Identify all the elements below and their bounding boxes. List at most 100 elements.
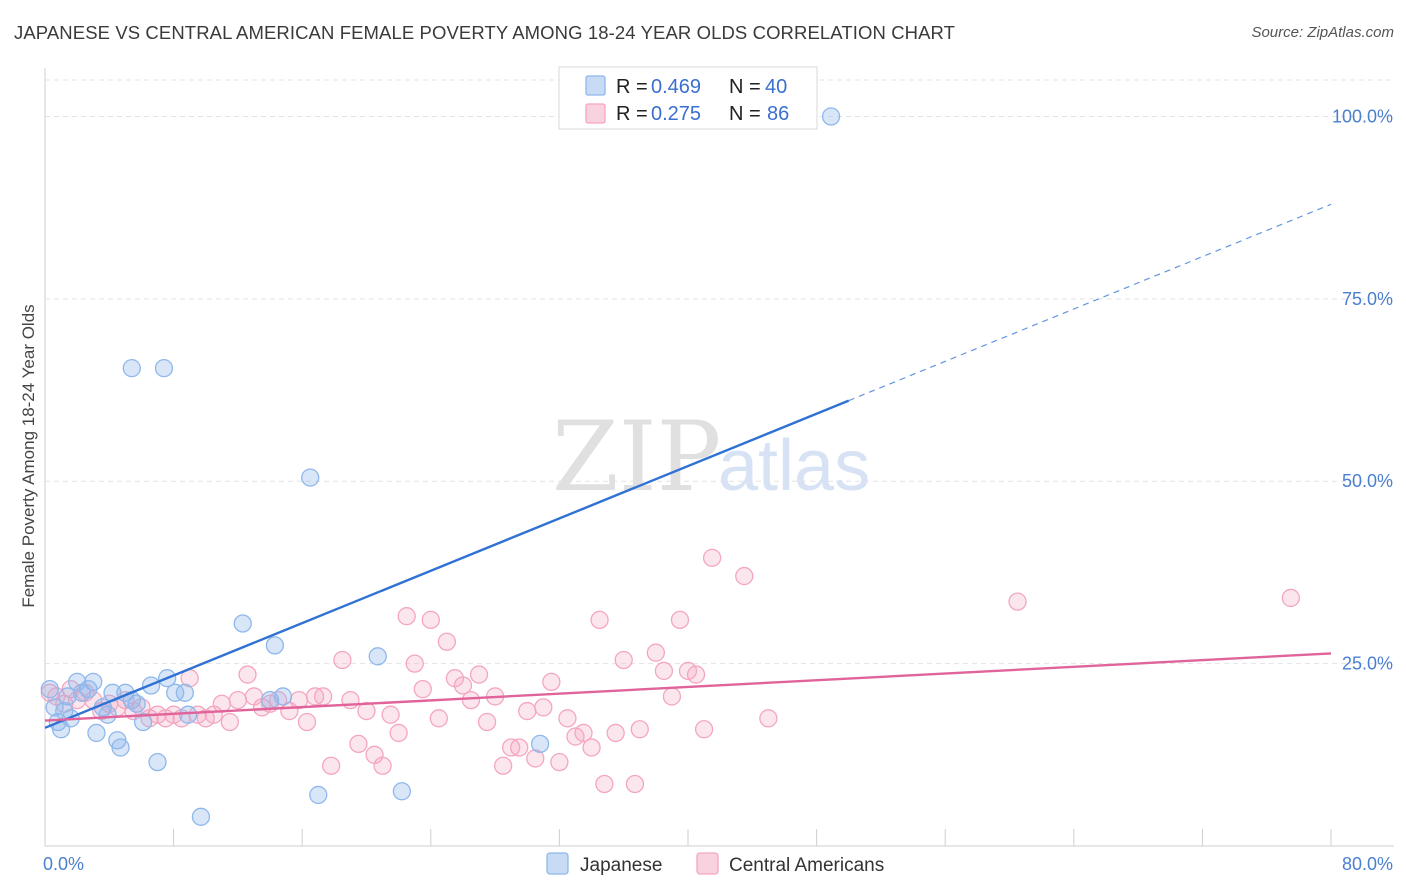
japanese-point [821,107,841,126]
axes [44,68,1394,847]
central-americans-point [405,654,424,673]
gridlines [45,79,1394,665]
central-americans-point [686,665,706,684]
central-americans-point [526,749,545,768]
legend-r-label-central-americans: R = [616,103,648,125]
central-americans-point [542,672,561,692]
japanese-point [392,782,412,801]
central-americans-point [759,709,778,728]
watermark-zip: ZIP [552,401,721,513]
x-tick-labels: 0.0% 80.0% [43,854,1393,874]
central-americans-point [670,610,690,629]
watermark-atlas: atlas [718,426,870,506]
central-americans-point [646,643,665,662]
y-tick-label: 50.0% [1342,471,1393,491]
japanese-point [122,359,141,378]
y-tick-label: 25.0% [1342,654,1393,674]
legend: R = 0.469 N = 40 R = 0.275 N = 86 [558,66,818,130]
japanese-point [58,687,77,706]
x-tick-label: 80.0% [1342,854,1393,874]
central-americans-point [397,607,416,626]
central-americans-point [333,650,352,670]
japanese-point [68,672,87,692]
central-americans-point [212,694,231,713]
japanese-point [133,712,153,732]
japanese-point [45,698,64,717]
x-tick-label: 0.0% [43,854,84,874]
japanese-point [111,738,130,757]
central-americans-point [662,687,682,706]
japanese-point [175,683,195,702]
central-americans-point [429,709,448,728]
japanese-trend-extension [848,203,1332,402]
legend-swatch-japanese [585,75,606,96]
y-tick-label: 75.0% [1342,289,1393,309]
japanese-point [233,614,252,633]
central-americans-point [389,723,408,743]
japanese-point [84,672,103,692]
central-americans-point [477,712,497,732]
central-americans-point [373,756,392,775]
y-tick-label: 100.0% [1332,106,1393,126]
japanese-point [368,647,387,666]
central-americans-point [421,610,440,629]
legend-n-value-central-americans: 86 [767,103,789,125]
legend-r-value-japanese: 0.469 [651,76,701,98]
central-americans-point [238,665,257,684]
legend-n-value-japanese: 40 [765,76,787,98]
bottom-legend: Japanese Central Americans [546,852,884,876]
central-americans-point [606,723,625,743]
central-americans-point [510,738,529,757]
central-americans-point [461,690,481,710]
legend-swatch-central-americans [585,103,606,124]
japanese-point [178,705,198,724]
central-americans-point [381,705,400,724]
central-americans-point [1281,588,1300,608]
bottom-legend-swatch-central-americans [696,852,719,875]
central-americans-point [694,720,714,739]
y-tick-labels: 25.0% 50.0% 75.0% 100.0% [1332,106,1393,673]
chart-title: JAPANESE VS CENTRAL AMERICAN FEMALE POVE… [14,22,956,43]
y-axis-label: Female Poverty Among 18-24 Year Olds [19,304,38,607]
japanese-point [301,468,320,487]
central-americans-point [614,650,633,670]
japanese-point [87,723,106,743]
central-americans-point [582,738,601,757]
central-americans-point [413,680,432,699]
central-americans-point [534,698,553,717]
central-americans-point [518,701,537,721]
japanese-point [154,359,174,378]
watermark: ZIP atlas [552,401,870,513]
central-americans-point [625,774,645,794]
central-americans-trend-line [44,652,1332,722]
japanese-point [530,734,550,754]
central-americans-point [702,548,722,567]
central-americans-point [349,734,368,754]
bottom-legend-label-japanese: Japanese [580,855,662,876]
bottom-legend-label-central-americans: Central Americans [729,855,884,876]
central-americans-point [630,720,649,739]
legend-r-value-central-americans: 0.275 [651,103,701,125]
japanese-point [309,785,328,805]
central-americans-point [321,756,341,775]
legend-n-label-central-americans: N = [729,103,761,125]
source-label: Source: ZipAtlas.com [1251,24,1394,41]
bottom-legend-swatch-japanese [546,852,569,875]
central-americans-point [220,712,240,732]
central-americans-point [595,774,614,794]
central-americans-points [40,548,1300,794]
japanese-point [40,680,59,699]
central-americans-point [550,752,569,772]
central-americans-point [469,665,489,684]
legend-r-label-japanese: R = [616,76,648,98]
central-americans-point [357,701,376,721]
central-americans-point [313,687,333,706]
japanese-point [265,636,285,655]
central-americans-point [654,661,674,681]
central-americans-point [574,723,593,743]
central-americans-point [228,690,248,710]
japanese-point [166,683,185,702]
japanese-point [191,807,211,826]
central-americans-point [1008,592,1027,611]
